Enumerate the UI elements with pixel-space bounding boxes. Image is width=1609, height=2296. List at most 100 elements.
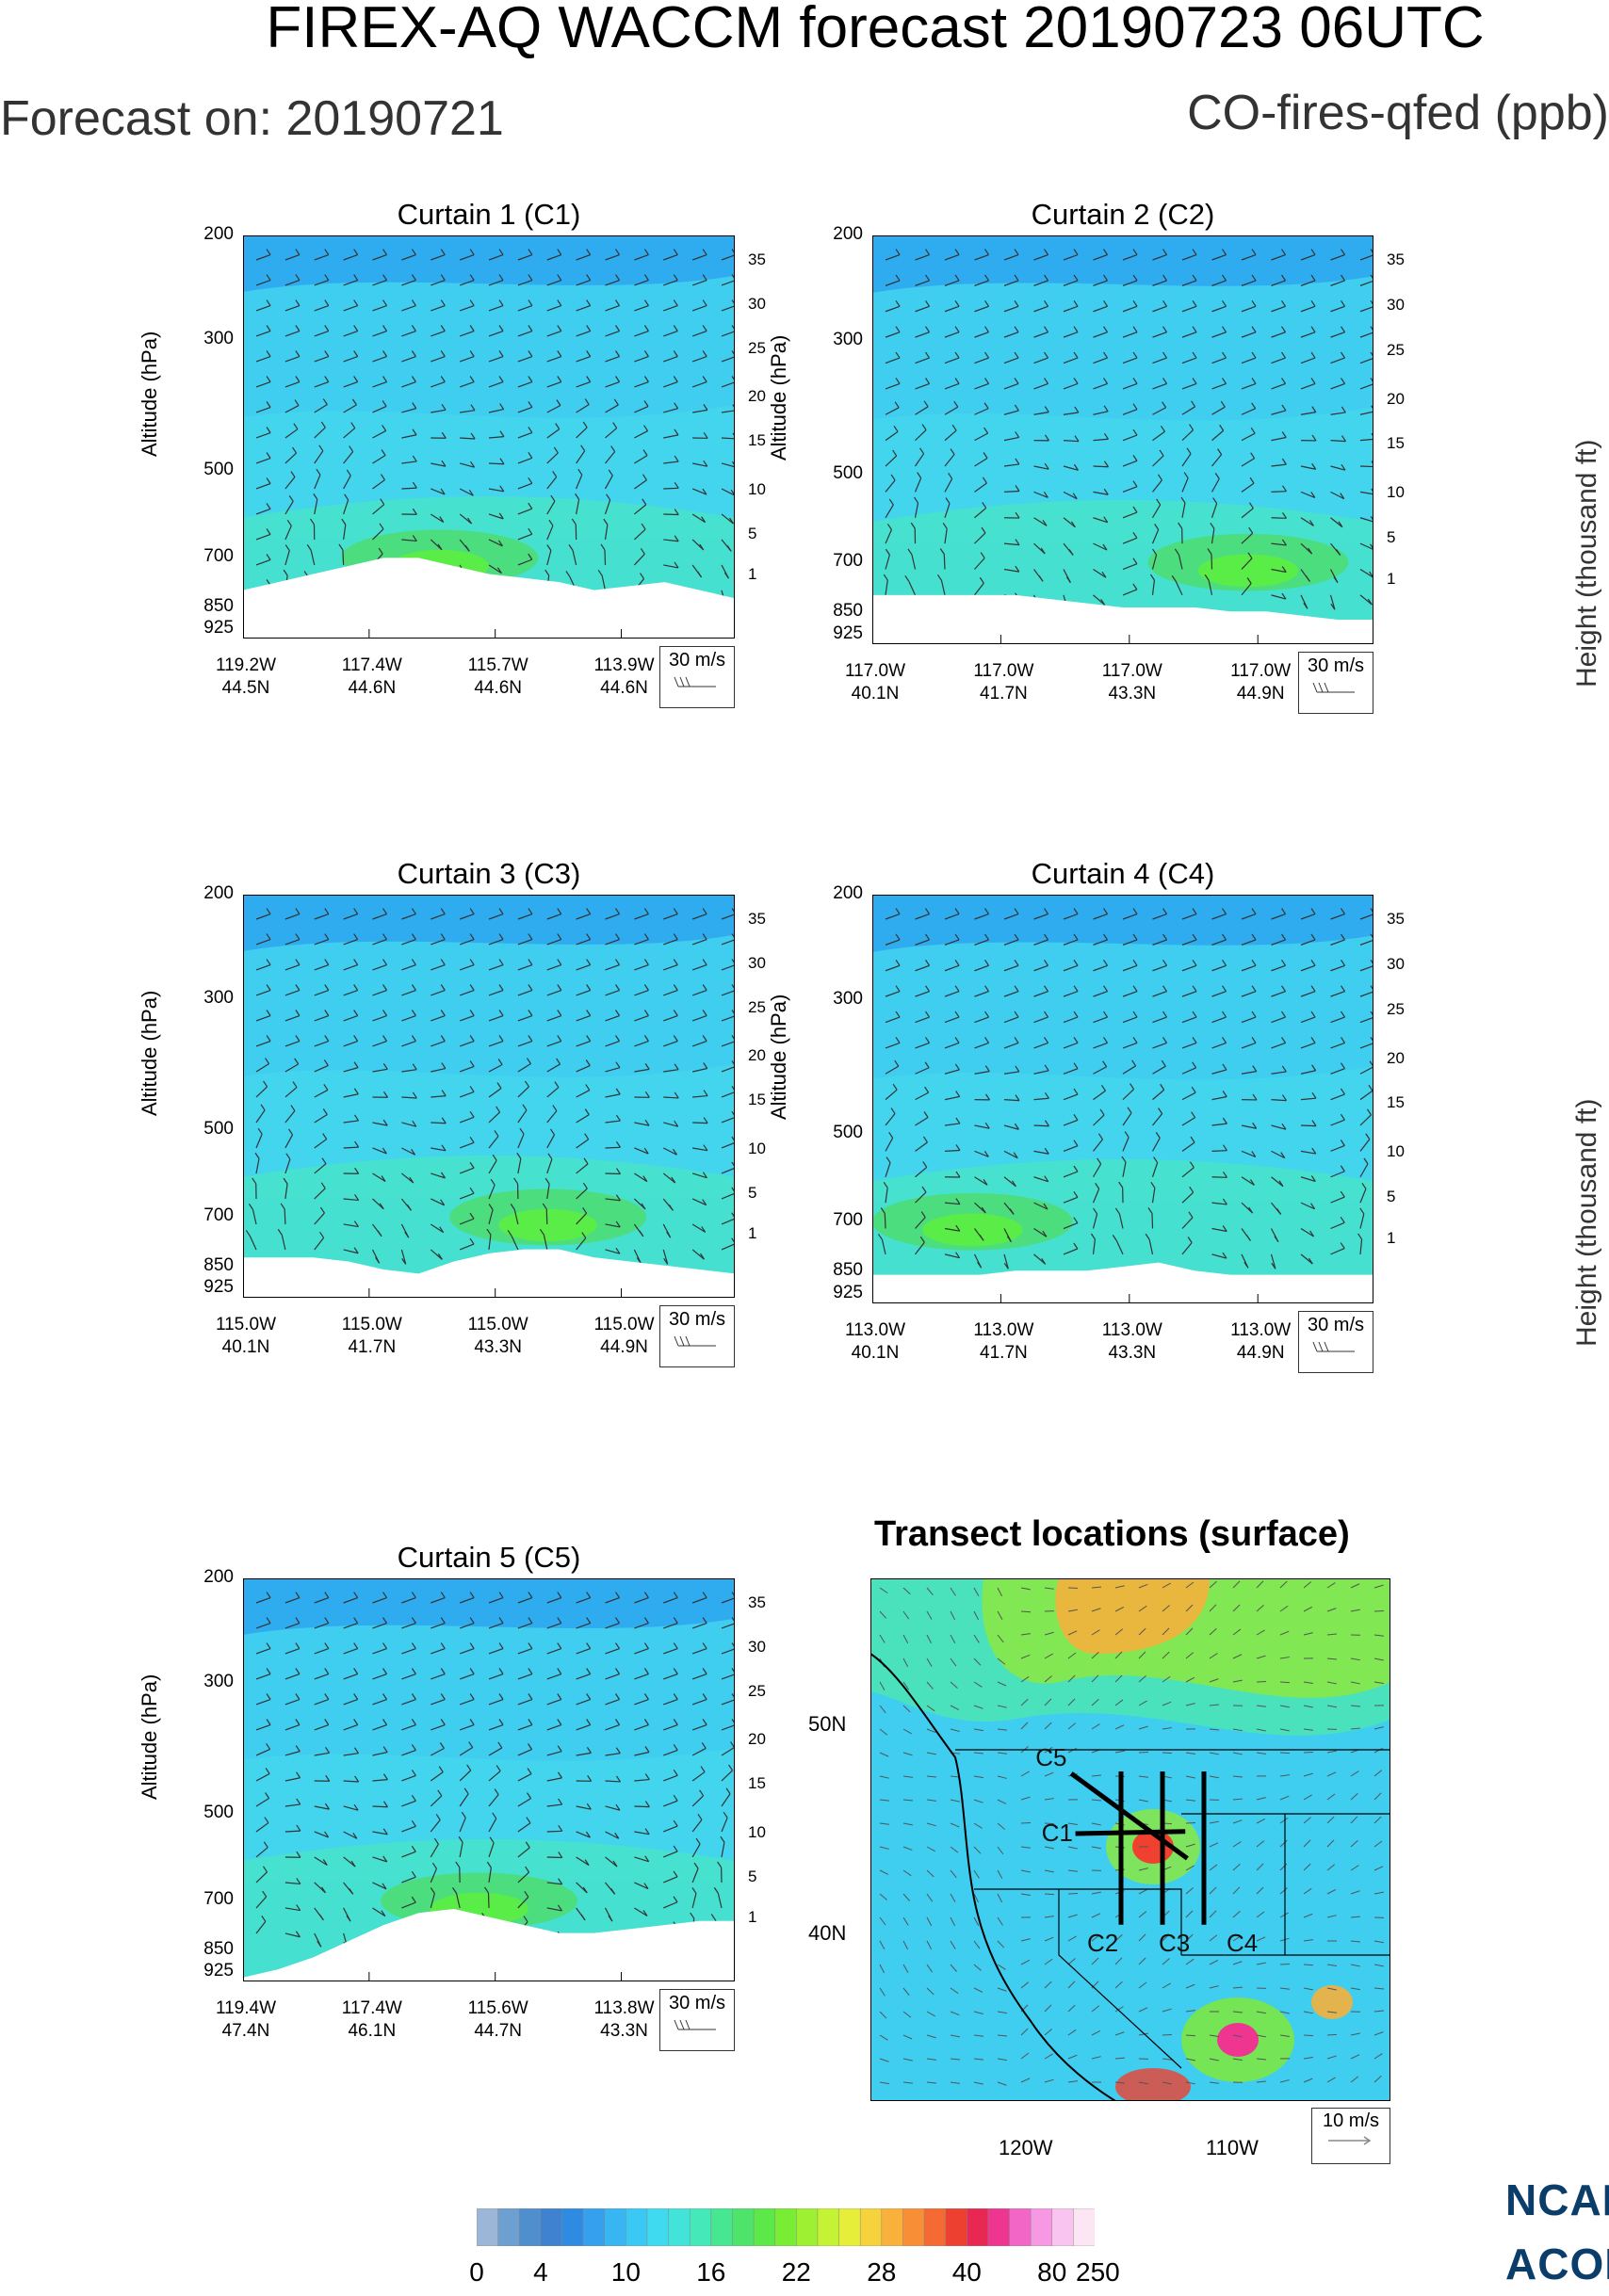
c2-frame [872, 235, 1373, 644]
c3-htick-20: 20 [748, 1046, 766, 1065]
colorbar-label-0: 0 [469, 2257, 484, 2287]
c1-ptick-700: 700 [203, 545, 234, 566]
map-transects: C5 C1 C2 C3 C4 [1035, 1743, 1258, 1957]
c5-svg [243, 1578, 735, 1981]
c4-htick-10: 10 [1387, 1142, 1405, 1161]
c1-htick-25: 25 [748, 338, 766, 357]
c2-ptick-850: 850 [833, 601, 863, 622]
c2-htick-15: 15 [1387, 434, 1405, 453]
c1-xtick-lat-1: 44.6N [348, 678, 397, 698]
c5-plot [243, 1578, 735, 1981]
map-transect-label-c3: C3 [1159, 1929, 1190, 1957]
species-label: CO-fires-qfed (ppb) [1187, 86, 1609, 140]
c2-title: Curtain 2 (C2) [1031, 198, 1215, 231]
colorbar-svg [476, 2207, 1096, 2247]
colorbar-swatch-12 [732, 2207, 755, 2247]
map-ytick-40n: 40N [808, 1921, 847, 1945]
c3-reference-barb-icon [674, 1335, 716, 1347]
colorbar-swatch-8 [646, 2207, 670, 2247]
main-title: FIREX-AQ WACCM forecast 20190723 06UTC [266, 0, 1485, 60]
c1-htick-15: 15 [748, 431, 766, 450]
c5-xtick-lon-1: 117.4W [341, 1998, 402, 2018]
c5-htick-30: 30 [748, 1637, 766, 1656]
map-svg: C5 C1 C2 C3 C4 [870, 1578, 1390, 2101]
c3-ptick-200: 200 [203, 883, 234, 903]
map-transect-label-c4: C4 [1227, 1929, 1258, 1957]
c5-ptick-925: 925 [203, 1960, 234, 1981]
c2-reference-vector-label: 30 m/s [1307, 655, 1365, 676]
colorbar-swatch-4 [561, 2207, 584, 2247]
c2-xtick-lat-1: 41.7N [980, 684, 1028, 703]
colorbar-swatch-20 [902, 2207, 925, 2247]
c4-xtick-lon-0: 113.0W [844, 1320, 906, 1340]
c3-xtick-lon-2: 115.0W [467, 1315, 528, 1334]
c4-xtick-lat-3: 44.9N [1236, 1343, 1285, 1363]
c3-title: Curtain 3 (C3) [397, 857, 581, 890]
c1-ptick-300: 300 [203, 328, 234, 348]
c1-htick-10: 10 [748, 479, 766, 498]
height-label-row2: Height (thousand ft) [1571, 1098, 1602, 1347]
map-frame [870, 1578, 1390, 2101]
c4-frame [872, 895, 1373, 1303]
colorbar-swatch-17 [838, 2207, 861, 2247]
c3-xtick-lat-3: 44.9N [600, 1337, 648, 1357]
c2-xtick-lat-2: 43.3N [1108, 684, 1157, 703]
c3-xtick-lat-2: 43.3N [474, 1337, 523, 1357]
c2-htick-20: 20 [1387, 389, 1405, 408]
colorbar-swatch-18 [859, 2207, 883, 2247]
c3-reference-vector-label: 30 m/s [668, 1309, 726, 1330]
c1-ylabel: Altitude (hPa) [138, 331, 161, 458]
c1-xtick-lon-3: 113.9W [593, 655, 655, 675]
c4-ptick-200: 200 [833, 883, 863, 903]
c1-htick-5: 5 [748, 524, 757, 542]
map-transect-label-c1: C1 [1042, 1819, 1073, 1847]
c3-ptick-500: 500 [203, 1119, 234, 1139]
colorbar-swatch-28 [1073, 2207, 1096, 2247]
map-state-borders [955, 1749, 1390, 2069]
c4-xtick-lon-3: 113.0W [1230, 1320, 1292, 1340]
colorbar-swatch-5 [582, 2207, 606, 2247]
c5-reference-barb-icon [674, 2019, 716, 2030]
c1-xtick-lon-2: 115.7W [467, 655, 528, 675]
c4-xtick-lat-1: 41.7N [980, 1343, 1028, 1363]
colorbar-label-80: 80 [1037, 2257, 1067, 2287]
c1-xtick-lat-2: 44.6N [474, 678, 523, 698]
map-north-plume-core [1055, 1578, 1210, 1654]
c4-terrain [872, 1262, 1373, 1303]
colorbar-swatch-21 [923, 2207, 947, 2247]
c4-htick-35: 35 [1387, 910, 1405, 929]
c2-htick-10: 10 [1387, 483, 1405, 502]
c2-ptick-500: 500 [833, 462, 863, 483]
colorbar-label-16: 16 [696, 2257, 726, 2287]
c3-xtick-lon-0: 115.0W [215, 1315, 277, 1334]
c5-xtick-lat-0: 47.4N [221, 2021, 270, 2041]
map-xtick-120w: 120W [999, 2136, 1053, 2159]
colorbar-label-22: 22 [781, 2257, 811, 2287]
c4-ptick-500: 500 [833, 1122, 863, 1142]
c4-ptick-300: 300 [833, 989, 863, 1010]
c2-xtick-lon-3: 117.0W [1230, 661, 1292, 681]
map-south-fire-core [1217, 2023, 1259, 2057]
c3-wind-barbs [245, 908, 735, 1265]
c5-htick-10: 10 [748, 1822, 766, 1841]
colorbar-swatch-3 [540, 2207, 563, 2247]
forecast-date: Forecast on: 20190721 [0, 91, 504, 146]
c1-title: Curtain 1 (C1) [397, 198, 581, 231]
c1-ptick-850: 850 [203, 595, 234, 616]
c4-plot [872, 895, 1373, 1303]
colorbar-label-4: 4 [533, 2257, 548, 2287]
colorbar-swatch-9 [668, 2207, 691, 2247]
c3-plot [243, 895, 735, 1298]
c4-ptick-850: 850 [833, 1260, 863, 1281]
c3-upper-band [243, 895, 735, 951]
c2-htick-30: 30 [1387, 295, 1405, 314]
c5-ptick-300: 300 [203, 1671, 234, 1691]
c2-plot [872, 235, 1373, 644]
map-reference-vector: 10 m/s [1311, 2108, 1390, 2164]
c2-ptick-300: 300 [833, 330, 863, 350]
c4-reference-barb-icon [1312, 1341, 1355, 1352]
c3-htick-25: 25 [748, 997, 766, 1016]
c3-reference-vector: 30 m/s [659, 1305, 735, 1367]
map-title: Transect locations (surface) [874, 1514, 1350, 1554]
c3-svg [243, 895, 735, 1298]
